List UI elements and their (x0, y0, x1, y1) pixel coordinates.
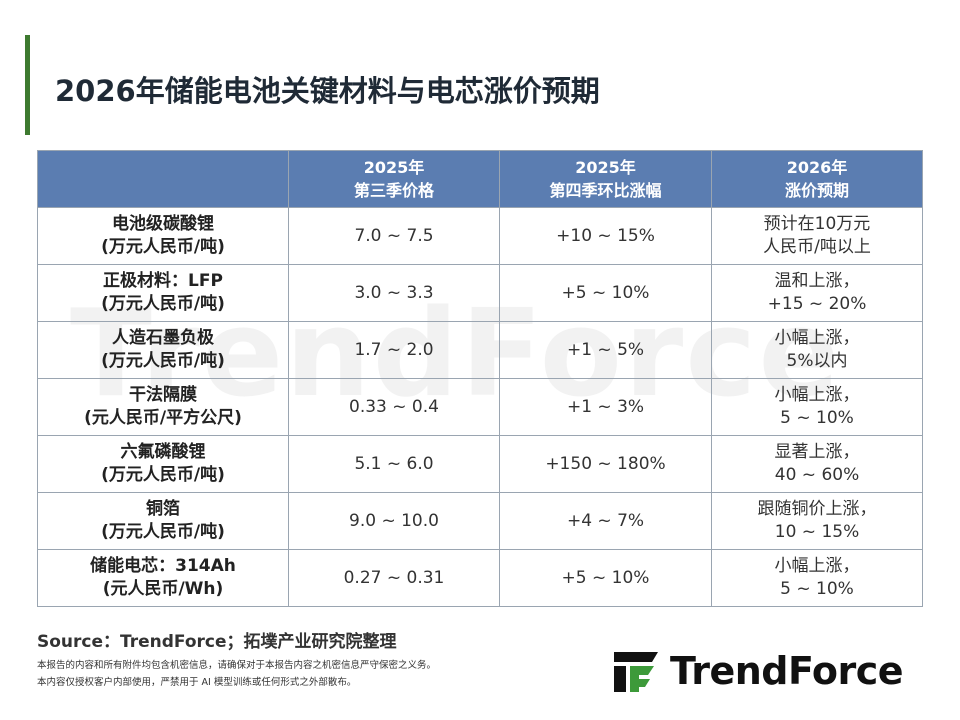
table-cell: 小幅上涨， 5 ~ 10% (711, 549, 923, 607)
cell-line: 铜箔 (146, 499, 180, 519)
cell-line: (万元人民币/吨) (101, 522, 225, 542)
table-cell: +1 ~ 3% (499, 378, 712, 436)
cell-line: 六氟磷酸锂 (120, 442, 206, 462)
cell-line: 正极材料：LFP (103, 271, 223, 291)
source: Source：TrendForce；拓墣产业研究院整理 (37, 632, 397, 652)
table-body: 电池级碳酸锂 (万元人民币/吨) 7.0 ~ 7.5 +10 ~ 15% 预计在10万元… (37, 207, 923, 607)
column-header: 2026年涨价预期 (711, 150, 923, 208)
cell-line: 40 ~ 60% (774, 465, 860, 485)
cell-line: (万元人民币/吨) (101, 351, 225, 371)
row-header: 正极材料：LFP (万元人民币/吨) (37, 264, 289, 322)
cell-line: 1.7 ~ 2.0 (354, 339, 434, 360)
cell-line: 跟随铜价上涨， (757, 499, 877, 519)
table-cell: 小幅上涨， 5%以内 (711, 321, 923, 379)
table-cell: 1.7 ~ 2.0 (288, 321, 500, 379)
cell-line: 10 ~ 15% (774, 522, 860, 542)
cell-line: (万元人民币/吨) (101, 237, 225, 257)
cell-line: 小幅上涨， (774, 385, 860, 405)
cell-line: 2025年 (575, 158, 636, 177)
cell-line: 小幅上涨， (774, 556, 860, 576)
row-header: 储能电芯：314Ah (元人民币/Wh) (37, 549, 289, 607)
cell-line: +5 ~ 10% (561, 282, 650, 303)
table-cell: +1 ~ 5% (499, 321, 712, 379)
logo-icon (614, 652, 658, 692)
cell-line: 显著上涨， (774, 442, 860, 462)
cell-line: 3.0 ~ 3.3 (354, 282, 434, 303)
cell-line: +15 ~ 20% (767, 294, 867, 314)
cell-line: (万元人民币/吨) (101, 294, 225, 314)
cell-line: (元人民币/平方公尺) (84, 408, 242, 428)
logo-text: TrendForce (670, 649, 904, 693)
table-row: 储能电芯：314Ah (元人民币/Wh) 0.27 ~ 0.31 +5 ~ 10% 小幅… (37, 549, 923, 607)
header-row: 2025年 第三季价格 2025年 第四季环比涨幅 2026年 涨价预期 (37, 150, 923, 208)
table-cell: +5 ~ 10% (499, 549, 712, 607)
cell-line: 人造石墨负极 (112, 328, 214, 348)
cell-line: 第三季价格 (353, 181, 434, 200)
table-cell: 0.33 ~ 0.4 (288, 378, 500, 436)
cell-line: 7.0 ~ 7.5 (354, 225, 434, 246)
cell-line: 储能电芯：314Ah (90, 556, 236, 576)
title: 2026年储能电池关键材料与电芯涨价预期 (55, 74, 600, 108)
cell-line: 温和上涨， (774, 271, 860, 291)
column-header: 2025年第四季环比涨幅 (499, 150, 712, 208)
cell-line: +10 ~ 15% (556, 225, 655, 246)
row-header: 人造石墨负极 (万元人民币/吨) (37, 321, 289, 379)
table-row: 人造石墨负极 (万元人民币/吨) 1.7 ~ 2.0 +1 ~ 5% 小幅上涨， 5%以内 (37, 321, 923, 379)
cell-line: 预计在10万元 (763, 214, 871, 234)
cell-line: +1 ~ 3% (566, 396, 645, 417)
cell-line: (元人民币/Wh) (102, 579, 224, 599)
cell-line: 涨价预期 (784, 181, 849, 200)
table-cell: 预计在10万元 人民币/吨以上 (711, 207, 923, 265)
table-cell: 小幅上涨， 5 ~ 10% (711, 378, 923, 436)
table-cell: 7.0 ~ 7.5 (288, 207, 500, 265)
cell-line: 人民币/吨以上 (763, 237, 871, 257)
table-cell: +4 ~ 7% (499, 492, 712, 550)
cell-line: 9.0 ~ 10.0 (349, 510, 439, 531)
table-row: 铜箔 (万元人民币/吨) 9.0 ~ 10.0 +4 ~ 7% 跟随铜价上涨， 10 ~ … (37, 492, 923, 550)
row-header: 电池级碳酸锂 (万元人民币/吨) (37, 207, 289, 265)
cell-line: +1 ~ 5% (566, 339, 645, 360)
table-cell: +10 ~ 15% (499, 207, 712, 265)
price-table: 2025年 第三季价格 2025年 第四季环比涨幅 2026年 涨价预期 电池级碳酸锂 (万… (37, 150, 923, 607)
cell-line: 0.27 ~ 0.31 (343, 567, 445, 588)
cell-line: 5%以内 (786, 351, 848, 371)
cell-line: 5.1 ~ 6.0 (354, 453, 434, 474)
logo: TrendForce (612, 648, 927, 694)
cell-line: (万元人民币/吨) (101, 465, 225, 485)
cell-line: +150 ~ 180% (545, 453, 666, 474)
table-row: 电池级碳酸锂 (万元人民币/吨) 7.0 ~ 7.5 +10 ~ 15% 预计在10万元… (37, 207, 923, 265)
cell-line: 0.33 ~ 0.4 (349, 396, 439, 417)
table-cell: +150 ~ 180% (499, 435, 712, 493)
cell-line: 电池级碳酸锂 (112, 214, 214, 234)
table-cell: 温和上涨， +15 ~ 20% (711, 264, 923, 322)
table-cell: 9.0 ~ 10.0 (288, 492, 500, 550)
disclaimer: 本内容仅授权客户内部使用，严禁用于 AI 模型训练或任何形式之外部散布。 (37, 677, 357, 688)
table-cell: 显著上涨， 40 ~ 60% (711, 435, 923, 493)
table-row: 六氟磷酸锂 (万元人民币/吨) 5.1 ~ 6.0 +150 ~ 180% 显著上涨， 4… (37, 435, 923, 493)
cell-line: 2026年 (786, 158, 848, 177)
table-cell: 5.1 ~ 6.0 (288, 435, 500, 493)
table-cell: 3.0 ~ 3.3 (288, 264, 500, 322)
disclaimer: 本报告的内容和所有附件均包含机密信息，请确保对于本报告内容之机密信息严守保密之义… (37, 660, 437, 671)
table-cell: 0.27 ~ 0.31 (288, 549, 500, 607)
cell-line: +4 ~ 7% (566, 510, 645, 531)
cell-line: 5 ~ 10% (780, 579, 854, 599)
table-cell: 跟随铜价上涨， 10 ~ 15% (711, 492, 923, 550)
row-header: 干法隔膜 (元人民币/平方公尺) (37, 378, 289, 436)
cell-line: +5 ~ 10% (561, 567, 650, 588)
cell-line: 2025年 (363, 158, 425, 177)
cell-line: 5 ~ 10% (780, 408, 854, 428)
row-header: 六氟磷酸锂 (万元人民币/吨) (37, 435, 289, 493)
cell-line: 干法隔膜 (129, 385, 197, 405)
cell-line: 第四季环比涨幅 (549, 181, 662, 200)
cell-line: 小幅上涨， (774, 328, 860, 348)
row-header: 铜箔 (万元人民币/吨) (37, 492, 289, 550)
table-cell: +5 ~ 10% (499, 264, 712, 322)
header-corner (37, 150, 289, 208)
accent-bar (25, 35, 30, 135)
table-row: 干法隔膜 (元人民币/平方公尺) 0.33 ~ 0.4 +1 ~ 3% 小幅上涨， 5 ~… (37, 378, 923, 436)
table-row: 正极材料：LFP (万元人民币/吨) 3.0 ~ 3.3 +5 ~ 10% 温和上涨， +… (37, 264, 923, 322)
column-header: 2025年第三季价格 (288, 150, 500, 208)
